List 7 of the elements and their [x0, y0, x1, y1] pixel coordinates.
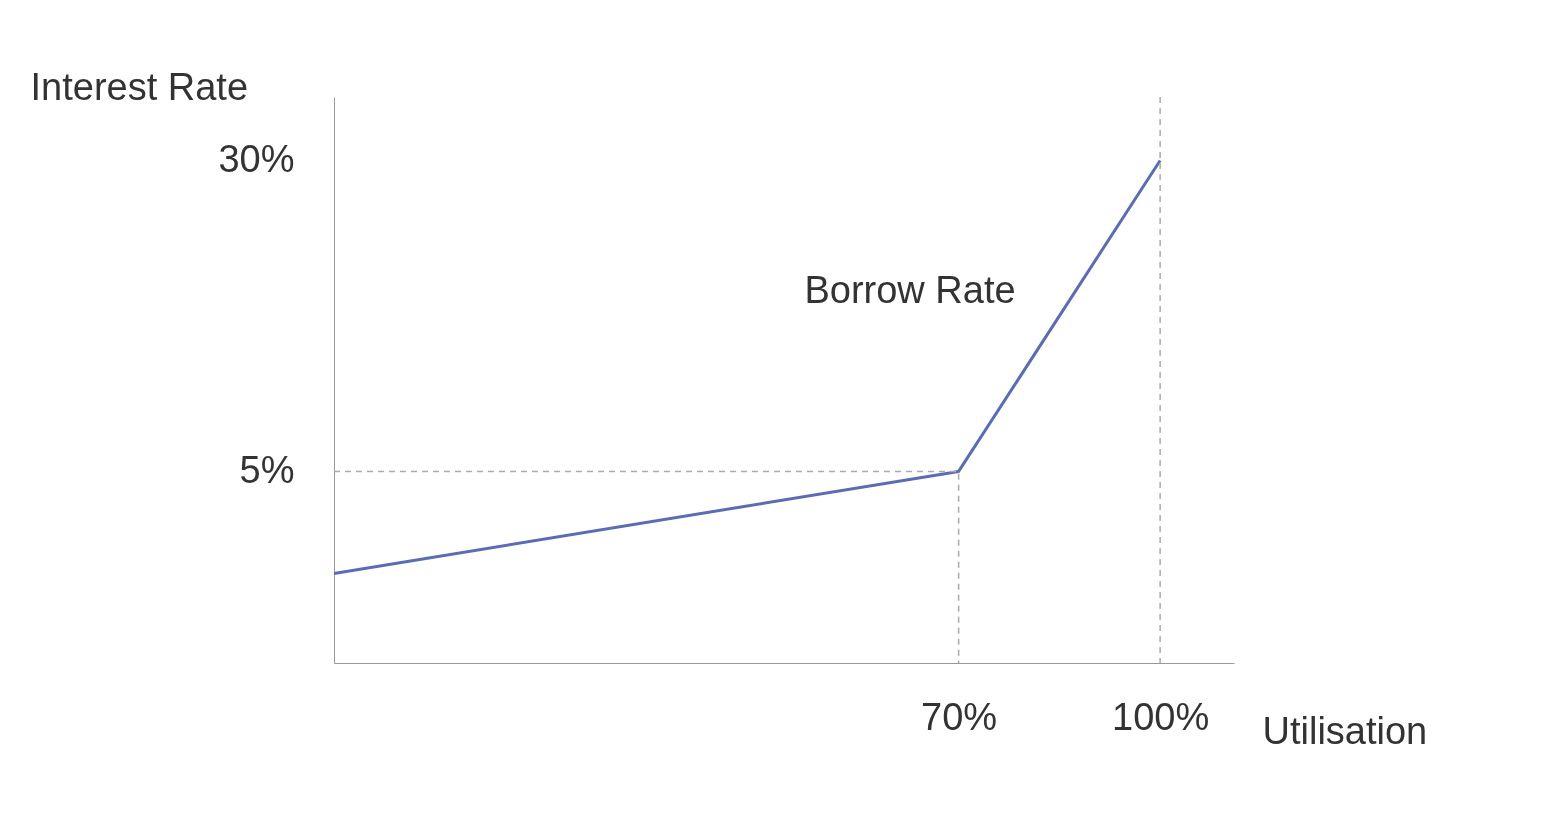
- x-tick-label: 100%: [1112, 695, 1210, 738]
- y-tick-label: 30%: [218, 137, 295, 180]
- annotation: Borrow Rate: [804, 269, 1016, 311]
- y-tick-label: 5%: [239, 448, 295, 491]
- x-axis-title: Utilisation: [1262, 709, 1428, 752]
- x-tick-label: 70%: [921, 695, 998, 738]
- y-axis-title: Interest Rate: [30, 65, 249, 108]
